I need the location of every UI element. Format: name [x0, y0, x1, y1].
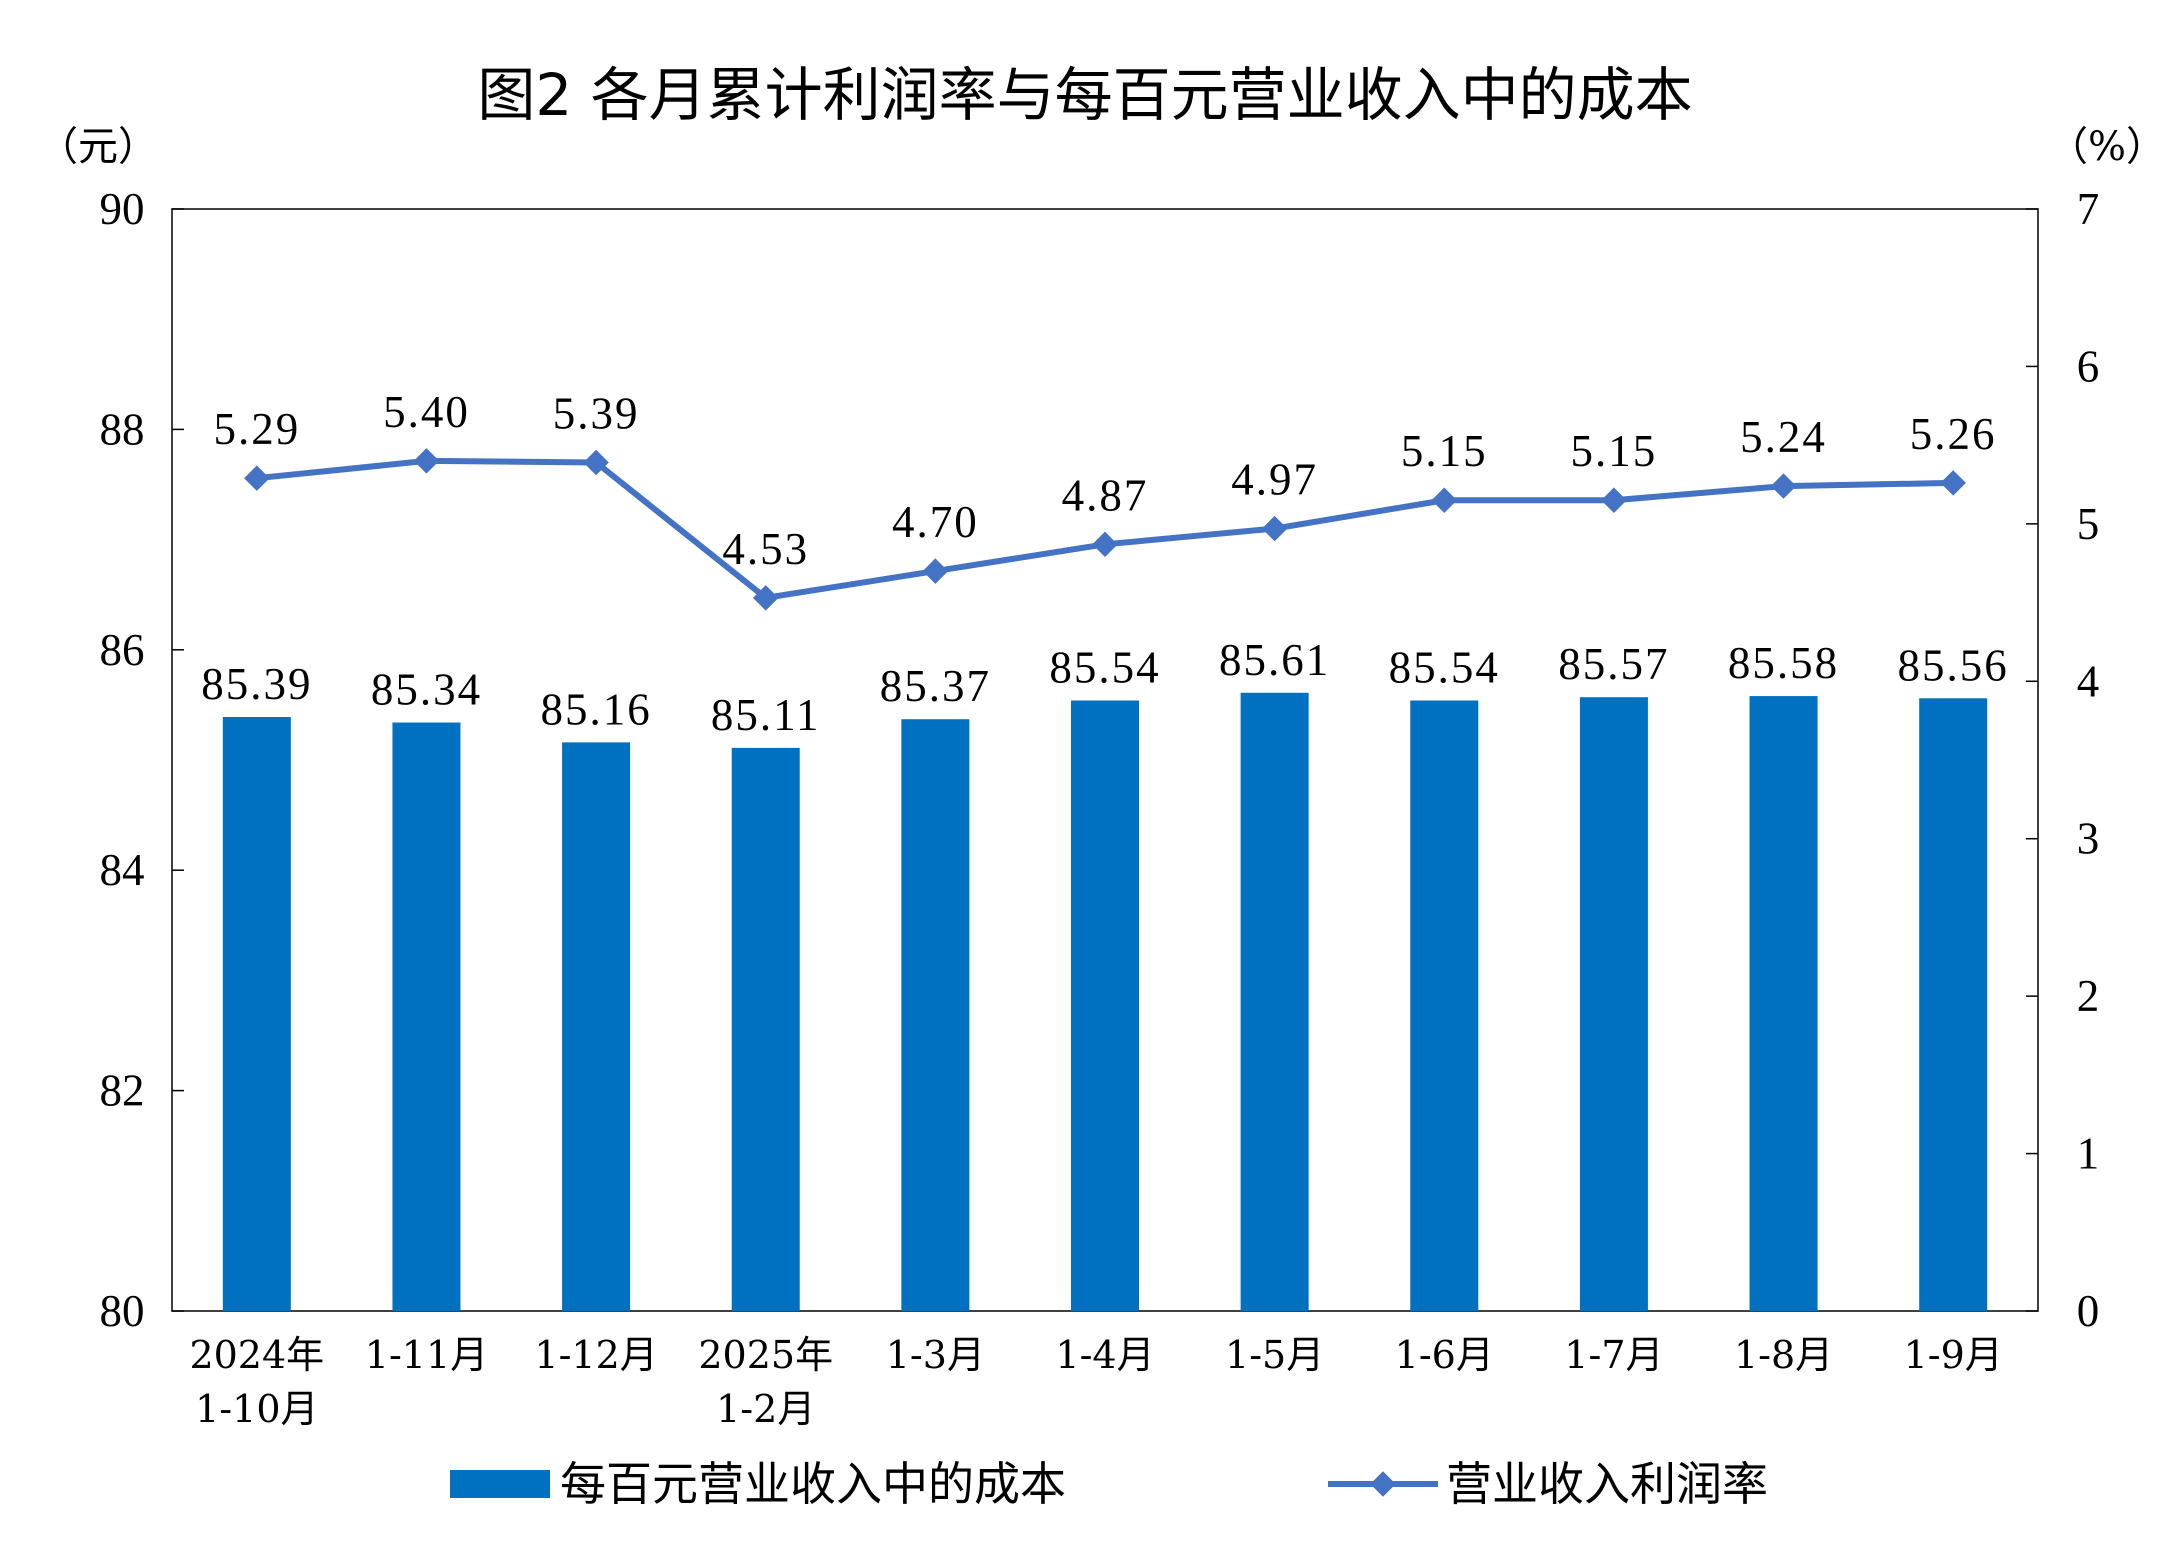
right-tick-label: 7 [2077, 184, 2100, 234]
x-tick-label: 1-3月 [886, 1333, 985, 1377]
line-data-label: 5.15 [1401, 426, 1488, 476]
legend-bar-label: 每百元营业收入中的成本 [560, 1457, 1066, 1511]
x-axis: 2024年 1-10月 1-11月 1-12月 2025年 1-2月 1-3月 1-4月 1-5… [189, 1333, 2002, 1431]
bar-data-label: 85.16 [540, 684, 651, 734]
bar [1071, 700, 1139, 1311]
line-data-label: 5.26 [1910, 409, 1997, 459]
line-data-label: 4.70 [892, 497, 979, 547]
line-point [413, 448, 440, 474]
left-tick-label: 80 [100, 1286, 145, 1336]
line-data-label: 5.29 [213, 404, 300, 454]
left-tick-label: 88 [100, 404, 145, 454]
x-tick-label: 2025年 [698, 1333, 833, 1377]
bar-data-label: 85.54 [1049, 642, 1160, 692]
x-tick-label: 1-9月 [1904, 1333, 2003, 1377]
line-point [1770, 473, 1797, 499]
line-data-label: 4.97 [1231, 455, 1318, 505]
bar [901, 719, 970, 1311]
x-tick-label: 1-4月 [1055, 1333, 1154, 1377]
line-data-label: 5.15 [1571, 426, 1658, 476]
bar [562, 742, 631, 1311]
right-tick-label: 1 [2077, 1129, 2100, 1179]
chart-title: 图2 各月累计利润率与每百元营业收入中的成本 [477, 61, 1692, 129]
bar-data-label: 85.56 [1898, 640, 2009, 690]
line-data-label: 5.39 [553, 388, 640, 438]
bar-data-label: 85.11 [711, 690, 821, 740]
right-tick-label: 4 [2077, 656, 2100, 706]
line-point [1431, 487, 1458, 513]
right-axis-unit: （%） [2048, 124, 2166, 170]
bar-data-label: 85.39 [201, 659, 312, 709]
right-tick-label: 5 [2077, 499, 2100, 549]
line-point [752, 585, 779, 611]
x-tick-label: 1-2月 [716, 1387, 815, 1431]
x-tick-label: 1-12月 [534, 1333, 657, 1377]
x-tick-label: 2024年 [189, 1333, 324, 1377]
x-tick-label: 1-10月 [195, 1387, 318, 1431]
line-point [1940, 470, 1966, 496]
line-data-label: 4.53 [722, 524, 809, 574]
line-point [922, 558, 949, 584]
left-tick-label: 82 [100, 1066, 145, 1116]
x-tick-label: 1-5月 [1225, 1333, 1324, 1377]
bar-data-label: 85.54 [1389, 642, 1500, 692]
bar [1579, 697, 1648, 1311]
right-tick-label: 6 [2077, 341, 2100, 391]
legend: 每百元营业收入中的成本 营业收入利润率 [450, 1457, 1768, 1511]
bar-data-labels: 85.39 85.34 85.16 85.11 85.37 85.54 85.61 85.54… [201, 635, 2009, 740]
line-point [1092, 531, 1118, 558]
x-tick-label: 1-11月 [365, 1333, 488, 1377]
bar-data-label: 85.34 [371, 665, 482, 715]
right-axis: 0 1 2 3 4 5 6 7 [2026, 184, 2099, 1336]
legend-line-marker [1370, 1471, 1396, 1497]
left-axis-unit: （元） [38, 124, 158, 170]
bar [1240, 692, 1309, 1311]
line-data-label: 5.24 [1740, 412, 1827, 462]
line-point [583, 449, 609, 476]
left-tick-label: 86 [100, 625, 145, 675]
right-tick-label: 2 [2077, 971, 2100, 1021]
left-tick-label: 90 [100, 184, 145, 234]
legend-bar-swatch [450, 1470, 550, 1498]
x-tick-label: 1-8月 [1734, 1333, 1833, 1377]
left-axis: 80 82 84 86 88 90 [100, 184, 184, 1336]
legend-line-label: 营业收入利润率 [1446, 1457, 1768, 1511]
bar-series [222, 692, 1988, 1311]
x-tick-label: 1-7月 [1564, 1333, 1663, 1377]
line-point [1601, 487, 1627, 513]
right-tick-label: 0 [2077, 1286, 2100, 1336]
bar [222, 717, 291, 1311]
bar-data-label: 85.57 [1558, 639, 1669, 689]
bar [1410, 700, 1479, 1311]
left-tick-label: 84 [100, 845, 145, 895]
line-data-label: 5.40 [383, 387, 470, 437]
bar [1919, 698, 1988, 1311]
bar [731, 747, 800, 1311]
right-tick-label: 3 [2077, 814, 2100, 864]
bar-data-label: 85.61 [1219, 635, 1330, 685]
line-point [1261, 515, 1288, 542]
x-tick-label: 1-6月 [1395, 1333, 1494, 1377]
bar-data-label: 85.37 [880, 661, 991, 711]
line-data-labels: 5.29 5.40 5.39 4.53 4.70 4.87 4.97 5.15 5.15 5.24… [213, 387, 1997, 574]
bar [1749, 696, 1818, 1311]
line-data-label: 4.87 [1062, 470, 1149, 520]
bar [392, 722, 461, 1311]
bar-data-label: 85.58 [1728, 638, 1839, 688]
line-point [244, 465, 270, 491]
